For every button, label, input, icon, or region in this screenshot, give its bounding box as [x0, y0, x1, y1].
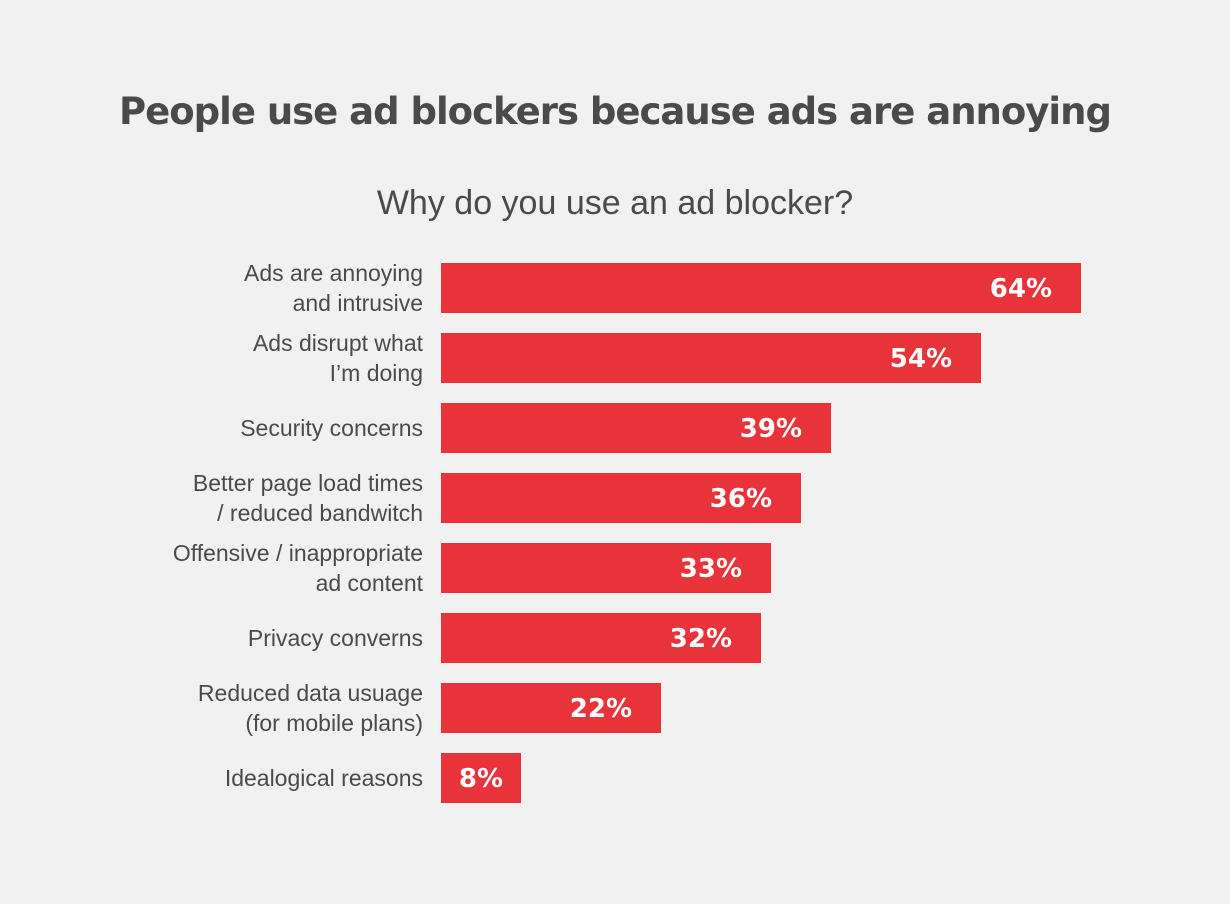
bar-0 [441, 263, 1081, 313]
bar-7 [441, 753, 521, 803]
bar-2 [441, 403, 831, 453]
bar-value-label: 54% [890, 344, 952, 374]
category-label: I’m doing [330, 360, 423, 386]
bar-value-label: 39% [740, 414, 802, 444]
bar-6 [441, 683, 661, 733]
category-label: Security concerns [240, 415, 423, 441]
category-label: Privacy converns [248, 625, 423, 651]
bar-value-label: 64% [990, 274, 1052, 304]
bar-value-label: 22% [570, 694, 632, 724]
category-label: ad content [316, 570, 424, 596]
bar-3 [441, 473, 801, 523]
bar-value-label: 32% [670, 624, 732, 654]
category-label: Ads disrupt what [253, 330, 424, 356]
category-label: and intrusive [293, 290, 423, 316]
bar-1 [441, 333, 981, 383]
category-label: / reduced bandwitch [217, 500, 423, 526]
bar-value-label: 36% [710, 484, 772, 514]
category-label: Better page load times [193, 470, 423, 496]
category-label: Ads are annoying [244, 260, 423, 286]
category-label: Idealogical reasons [225, 765, 423, 791]
bar-4 [441, 543, 771, 593]
bar-5 [441, 613, 761, 663]
category-label: Offensive / inappropriate [173, 540, 423, 566]
category-label: (for mobile plans) [245, 710, 423, 736]
chart-title: People use ad blockers because ads are a… [119, 90, 1112, 133]
category-label: Reduced data usuage [198, 680, 423, 706]
chart-subtitle: Why do you use an ad blocker? [376, 184, 854, 222]
bar-value-label: 8% [459, 764, 503, 794]
bar-value-label: 33% [680, 554, 742, 584]
bars-layer: 64% Ads are annoying and intrusive 54% Ads d… [173, 260, 1081, 803]
